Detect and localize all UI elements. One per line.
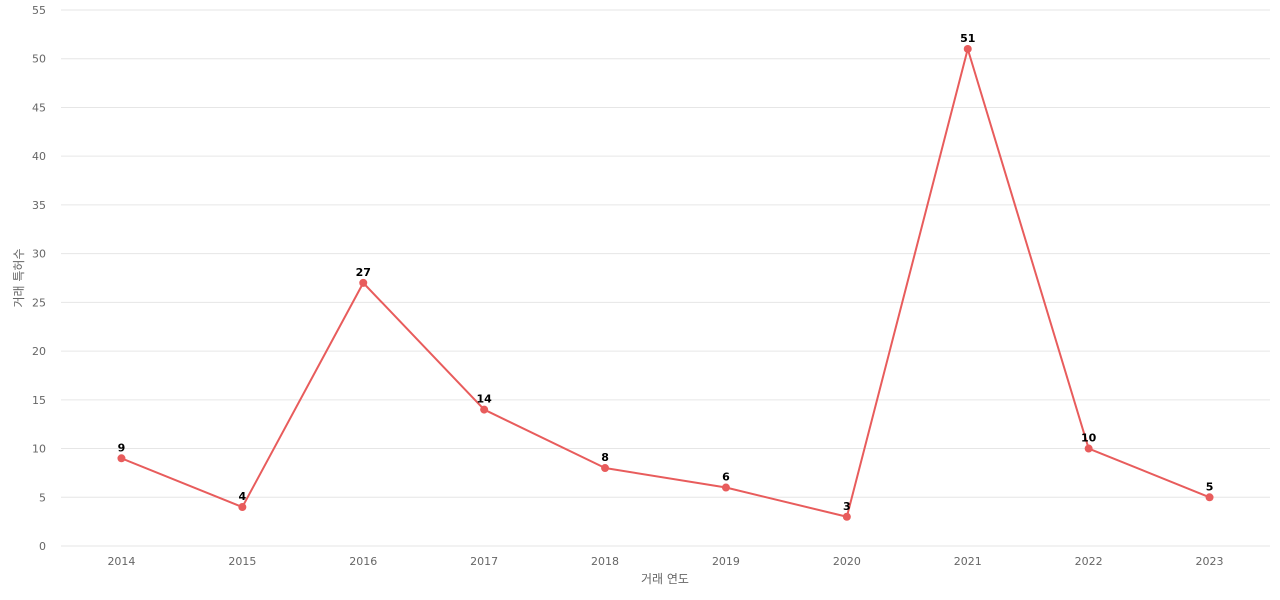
- grid-layer: [61, 9, 1270, 547]
- data-point[interactable]: [601, 464, 610, 473]
- data-label: 9: [118, 441, 126, 454]
- data-point[interactable]: [238, 503, 247, 512]
- y-tick-label: 45: [32, 101, 46, 114]
- x-tick-label: 2018: [591, 555, 619, 568]
- data-label: 14: [476, 393, 492, 406]
- series-line: [121, 47, 1210, 518]
- x-tick-label: 2014: [107, 555, 135, 568]
- data-point[interactable]: [480, 405, 489, 414]
- x-tick-label: 2019: [712, 555, 740, 568]
- x-tick-label: 2023: [1196, 555, 1224, 568]
- y-tick-label: 50: [32, 53, 46, 66]
- data-label: 6: [722, 471, 730, 484]
- data-label: 27: [356, 266, 371, 279]
- y-tick-label: 10: [32, 443, 46, 456]
- data-point[interactable]: [1205, 493, 1214, 502]
- data-point[interactable]: [1084, 444, 1093, 453]
- data-point[interactable]: [117, 454, 126, 463]
- y-tick-label: 15: [32, 394, 46, 407]
- x-tick-label: 2022: [1075, 555, 1103, 568]
- y-tick-label: 0: [39, 540, 46, 553]
- x-tick-labels: 2014 2015 2016 2017 2018 2019 2020 2021 2022 2023: [107, 555, 1223, 568]
- y-tick-label: 20: [32, 345, 46, 358]
- y-tick-label: 5: [39, 491, 46, 504]
- data-label-layer: 9 4 27 14 8 6 3 51 10 5: [118, 32, 1214, 513]
- x-tick-label: 2021: [954, 555, 982, 568]
- data-point[interactable]: [359, 278, 368, 287]
- x-tick-label: 2016: [349, 555, 377, 568]
- data-label: 51: [960, 32, 975, 45]
- data-label: 8: [601, 451, 609, 464]
- series-layer: [117, 44, 1214, 521]
- data-label: 10: [1081, 432, 1097, 445]
- data-point[interactable]: [963, 44, 972, 53]
- y-tick-label: 40: [32, 150, 46, 163]
- y-tick-label: 25: [32, 296, 46, 309]
- y-tick-labels: 0 5 10 15 20 25 30 35 40 45 50 55: [32, 4, 46, 553]
- x-tick-label: 2017: [470, 555, 498, 568]
- x-tick-label: 2015: [228, 555, 256, 568]
- data-point[interactable]: [842, 512, 851, 521]
- data-label: 5: [1206, 480, 1214, 493]
- data-label: 4: [239, 490, 247, 503]
- y-tick-label: 30: [32, 248, 46, 261]
- y-tick-label: 35: [32, 199, 46, 212]
- data-point[interactable]: [721, 483, 730, 492]
- data-label: 3: [843, 500, 851, 513]
- x-tick-label: 2020: [833, 555, 861, 568]
- x-axis-title: 거래 연도: [641, 572, 689, 586]
- y-tick-label: 55: [32, 4, 46, 17]
- y-axis-title: 거래 특허수: [12, 248, 26, 307]
